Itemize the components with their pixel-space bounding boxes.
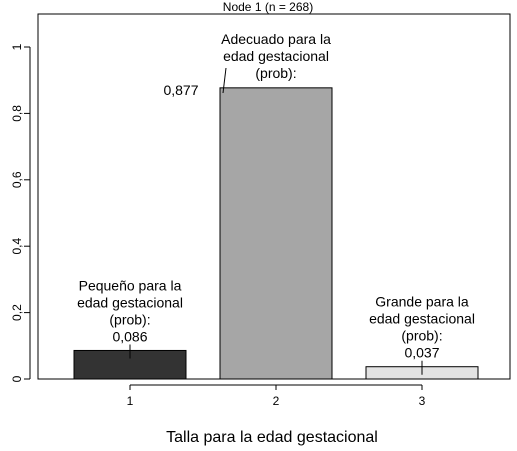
- x-tick-label: 2: [273, 394, 280, 408]
- y-axis: 0 0,2 0,4 0,6 0,8 1: [10, 43, 31, 382]
- annotation-text: edad gestacional: [77, 294, 183, 310]
- y-tick-label: 0,6: [10, 171, 24, 188]
- annotation-value: 0,086: [112, 328, 147, 344]
- annotation-text: edad gestacional: [369, 311, 475, 327]
- y-tick-label: 0,2: [10, 304, 24, 321]
- x-tick-label: 1: [127, 394, 134, 408]
- y-tick-label: 0: [10, 375, 24, 382]
- x-axis: 1 2 3: [127, 384, 426, 408]
- annotation-text: Grande para la: [375, 294, 469, 310]
- annotation-text: (prob):: [109, 311, 150, 327]
- annotation-text: Adecuado para la: [221, 31, 331, 47]
- annotation-text: edad gestacional: [223, 48, 329, 64]
- y-tick-label: 1: [10, 43, 24, 50]
- bar: [219, 87, 333, 380]
- y-tick-label: 0,4: [10, 238, 24, 255]
- x-tick-label: 3: [419, 394, 426, 408]
- chart-title: Node 1 (n = 268): [223, 0, 313, 14]
- annotation-value: 0,877: [163, 82, 198, 98]
- annotation-text: (prob):: [401, 328, 442, 344]
- annotation-text: Pequeño para la: [79, 277, 182, 293]
- annotation-pointer: [222, 67, 227, 94]
- y-tick-label: 0,8: [10, 105, 24, 122]
- annotation-text: (prob):: [255, 65, 296, 81]
- x-axis-label: Talla para la edad gestacional: [166, 429, 378, 446]
- annotation-value: 0,037: [404, 345, 439, 361]
